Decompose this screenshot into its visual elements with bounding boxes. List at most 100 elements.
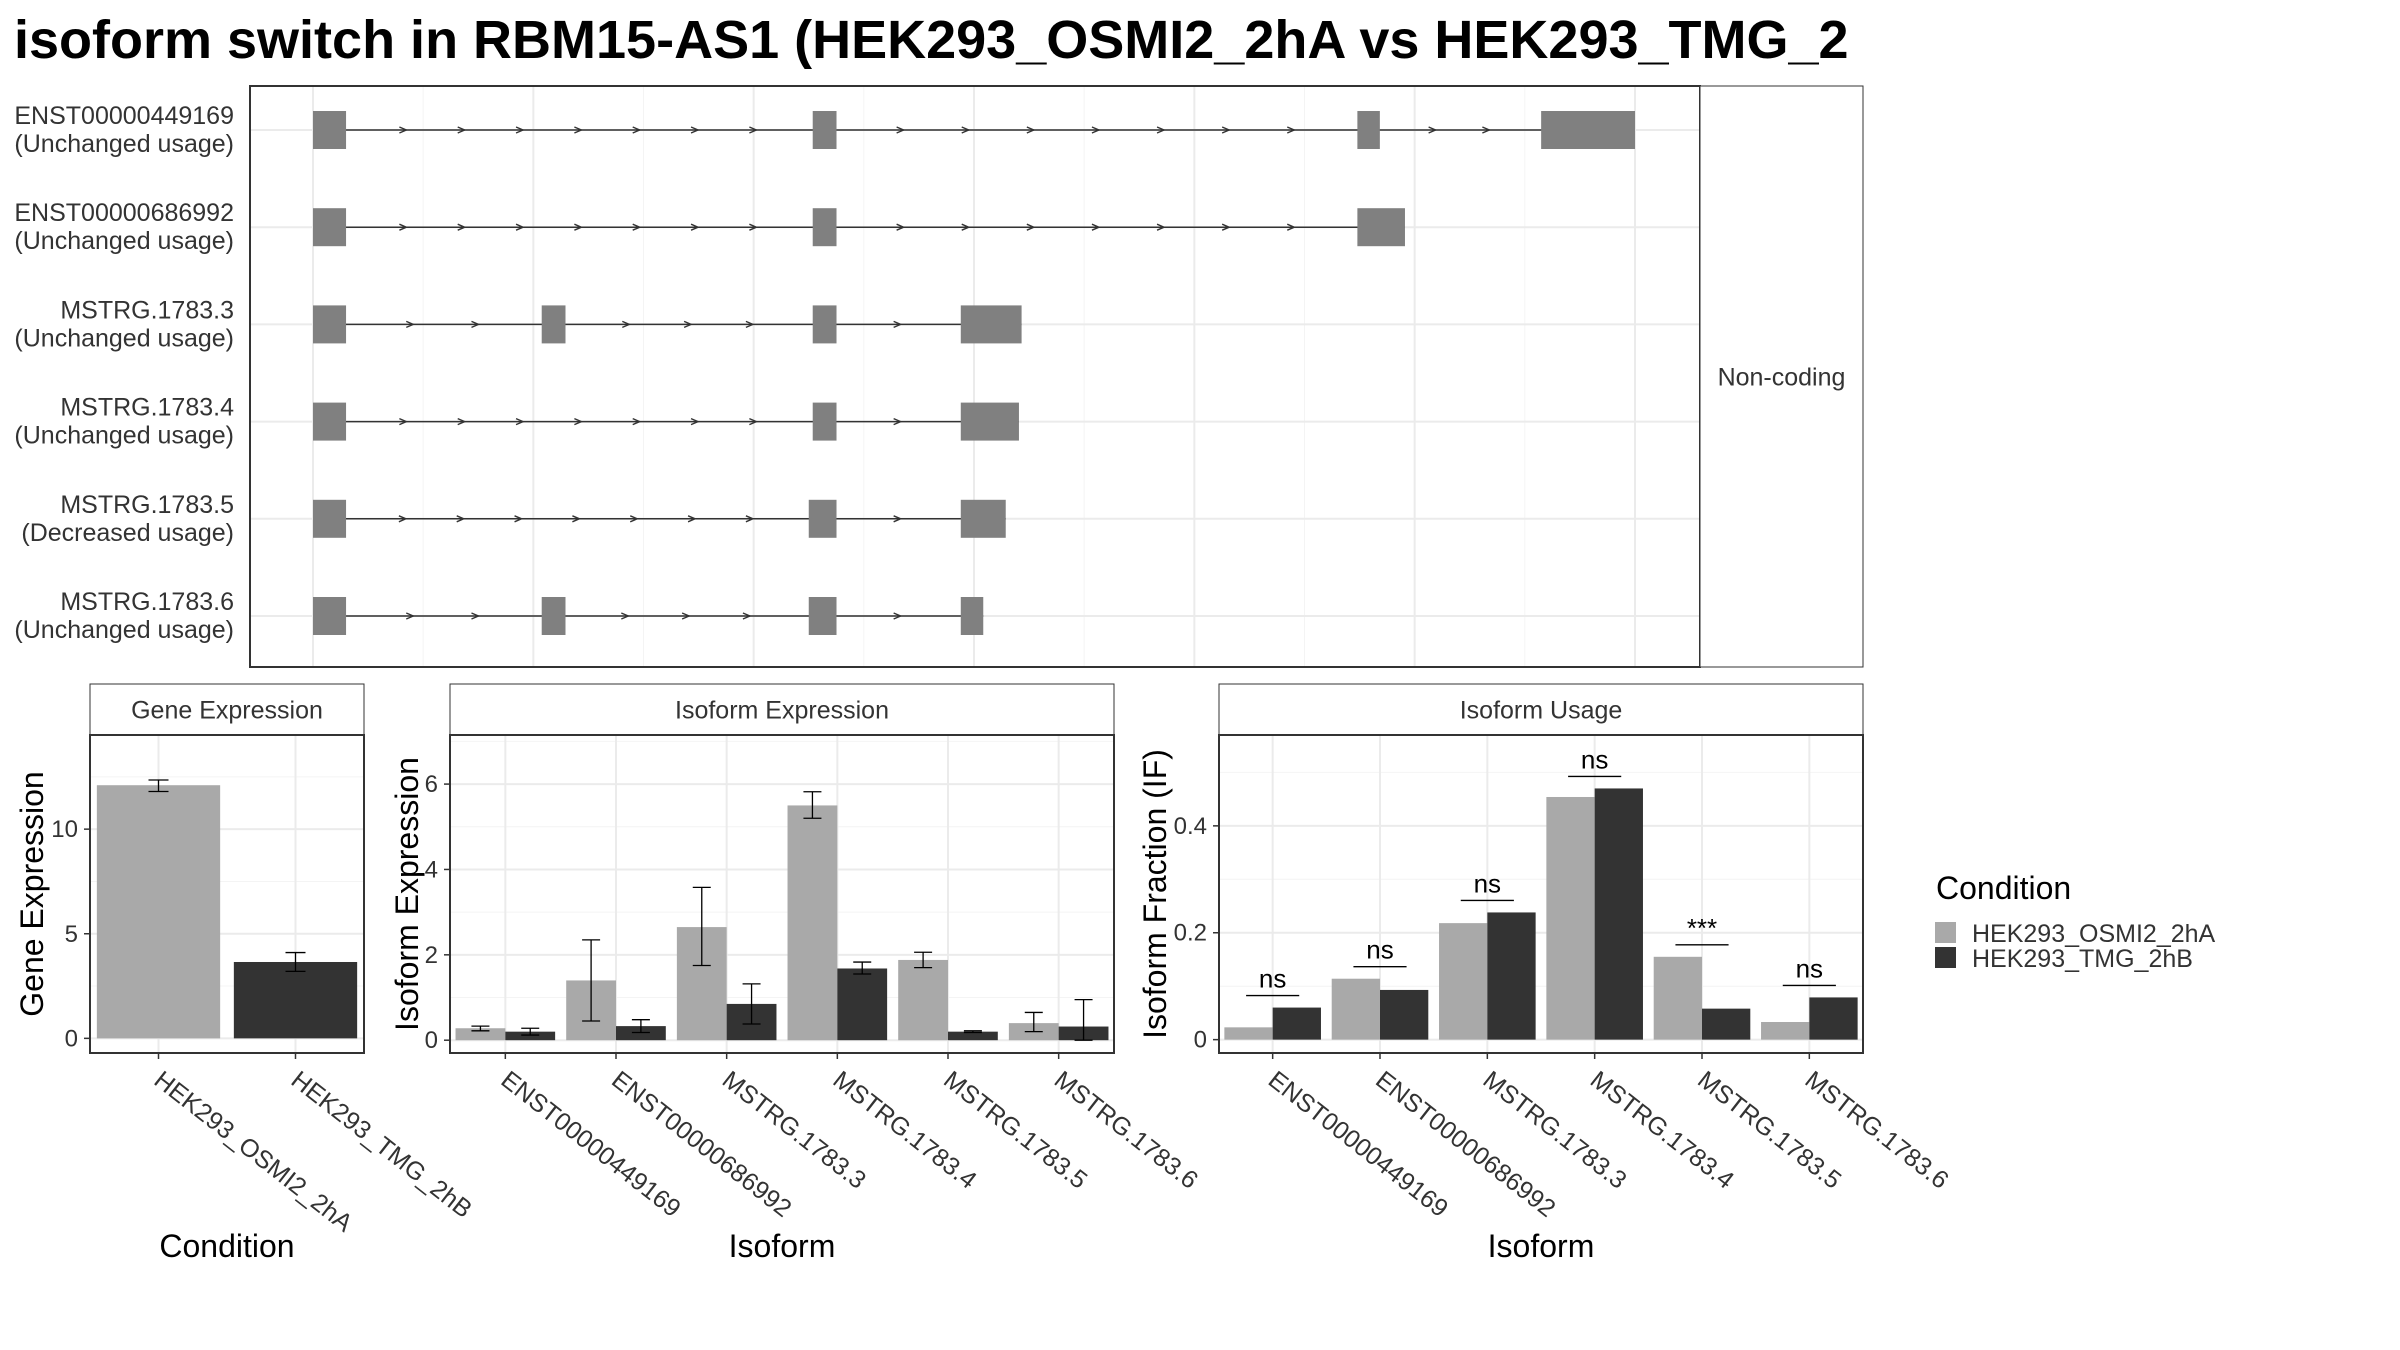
intron-arrow [457,126,467,134]
isoform-row [313,305,1022,344]
intron-arrow [632,417,642,426]
intron-arrow [893,320,903,329]
isoform-expression-gridlines [450,735,1114,1053]
intron-arrow [398,515,408,523]
exon-block [812,402,837,441]
intron-arrow [632,126,642,134]
bar [1594,788,1643,1040]
intron-arrow [405,320,416,329]
legend-title: Condition [1936,870,2071,906]
significance-label: ns [1581,744,1608,774]
exon-block [1357,208,1405,247]
y-tick-label: 0 [1194,1027,1207,1054]
isoform-usage-label: (Unchanged usage) [14,227,234,255]
bar [1439,923,1488,1040]
legend-label-cond-b: HEK293_TMG_2hB [1972,945,2193,973]
isoform-usage-strip-label: Isoform Usage [1460,697,1623,725]
intron-arrow [399,126,409,134]
intron-arrow [515,223,525,231]
intron-arrow [572,515,582,523]
structure-facet-label: Non-coding [1718,364,1846,392]
isoform-structure-panel: Non-coding ENST00000449169(Unchanged usa… [14,85,1864,668]
isoform-expression-y-axis-title: Isoform Expression [389,757,425,1031]
isoform-usage-label: (Unchanged usage) [14,324,234,352]
exon-block [541,305,566,344]
intron-arrow [1026,223,1036,231]
error-bar [631,1019,650,1034]
isoform-row [313,597,984,635]
condition-legend: Condition HEK293_OSMI2_2hA HEK293_TMG_2h… [1935,870,2216,973]
isoform-row [313,208,1405,247]
exon-block [541,597,566,635]
y-tick-label: 5 [65,921,78,948]
bar [1380,989,1429,1040]
y-tick-label: 0 [65,1025,78,1052]
bar [96,785,221,1039]
intron-arrow [690,417,700,426]
isoform-row [313,111,1635,149]
error-bar [914,951,933,969]
bar [787,805,838,1041]
intron-arrow [893,417,903,426]
exon-block [960,499,1006,538]
bar [837,968,888,1041]
significance-label: ns [1474,868,1501,898]
exon-block [1541,111,1635,149]
exon-block [808,597,837,635]
intron-arrow [1221,126,1231,134]
bar [233,961,358,1039]
y-tick-label: 6 [425,771,438,798]
intron-arrow [742,612,752,620]
x-tick-label: ENST00000686992 [1370,1066,1560,1223]
exon-block [960,597,984,635]
isoform-usage-x-axis-title: Isoform [1488,1228,1595,1264]
intron-arrow [574,417,584,426]
bar [1331,978,1380,1040]
x-tick-label: ENST00000686992 [606,1066,796,1223]
exon-block [313,111,347,149]
bar [1224,1027,1273,1040]
y-tick-label: 2 [425,942,438,969]
intron-arrow [471,612,481,620]
isoform-expression-strip-label: Isoform Expression [675,697,889,725]
intron-arrow [690,126,700,134]
exon-block [313,208,347,247]
intron-arrow [749,417,759,426]
gene-expression-strip [89,683,365,736]
error-bar [742,983,761,1025]
intron-arrow [896,223,906,231]
exon-block [812,111,837,149]
y-tick-label: 4 [425,856,438,883]
exon-block [812,305,837,344]
isoform-usage-bars: ns ns ns ns *** ns [1224,744,1858,1040]
intron-arrow [1156,126,1166,134]
bar [1761,1022,1810,1040]
y-tick-label: 0 [425,1027,438,1054]
bar [455,1028,506,1041]
legend-label-cond-a: HEK293_OSMI2_2hA [1972,920,2216,948]
intron-arrow [749,223,759,231]
error-bar [582,939,601,1022]
isoform-row [313,402,1019,441]
gene-expression-strip-label: Gene Expression [131,697,323,725]
exon-block [313,499,347,538]
intron-arrow [457,223,467,231]
significance-label: ns [1366,935,1393,965]
structure-isoform-labels: ENST00000449169(Unchanged usage)ENST0000… [14,102,234,644]
intron-arrow [893,515,903,523]
error-bar [1074,998,1093,1041]
error-bar [471,1025,490,1032]
bar [948,1031,998,1041]
isoform-expression-plot-border [449,734,1115,1054]
intron-arrow [1156,223,1166,231]
bar [1546,796,1595,1040]
intron-arrow [681,612,691,620]
significance-label: ns [1796,953,1823,983]
isoform-expression-x-axis-title: Isoform [729,1228,836,1264]
exon-block [812,208,837,247]
intron-arrow [515,126,525,134]
intron-arrow [1221,223,1231,231]
isoform-usage-panel: Isoform Usage ns ns ns ns *** ns 0 0.2 0.4 ENST0… [1137,683,1954,1264]
intron-arrow [515,417,525,426]
